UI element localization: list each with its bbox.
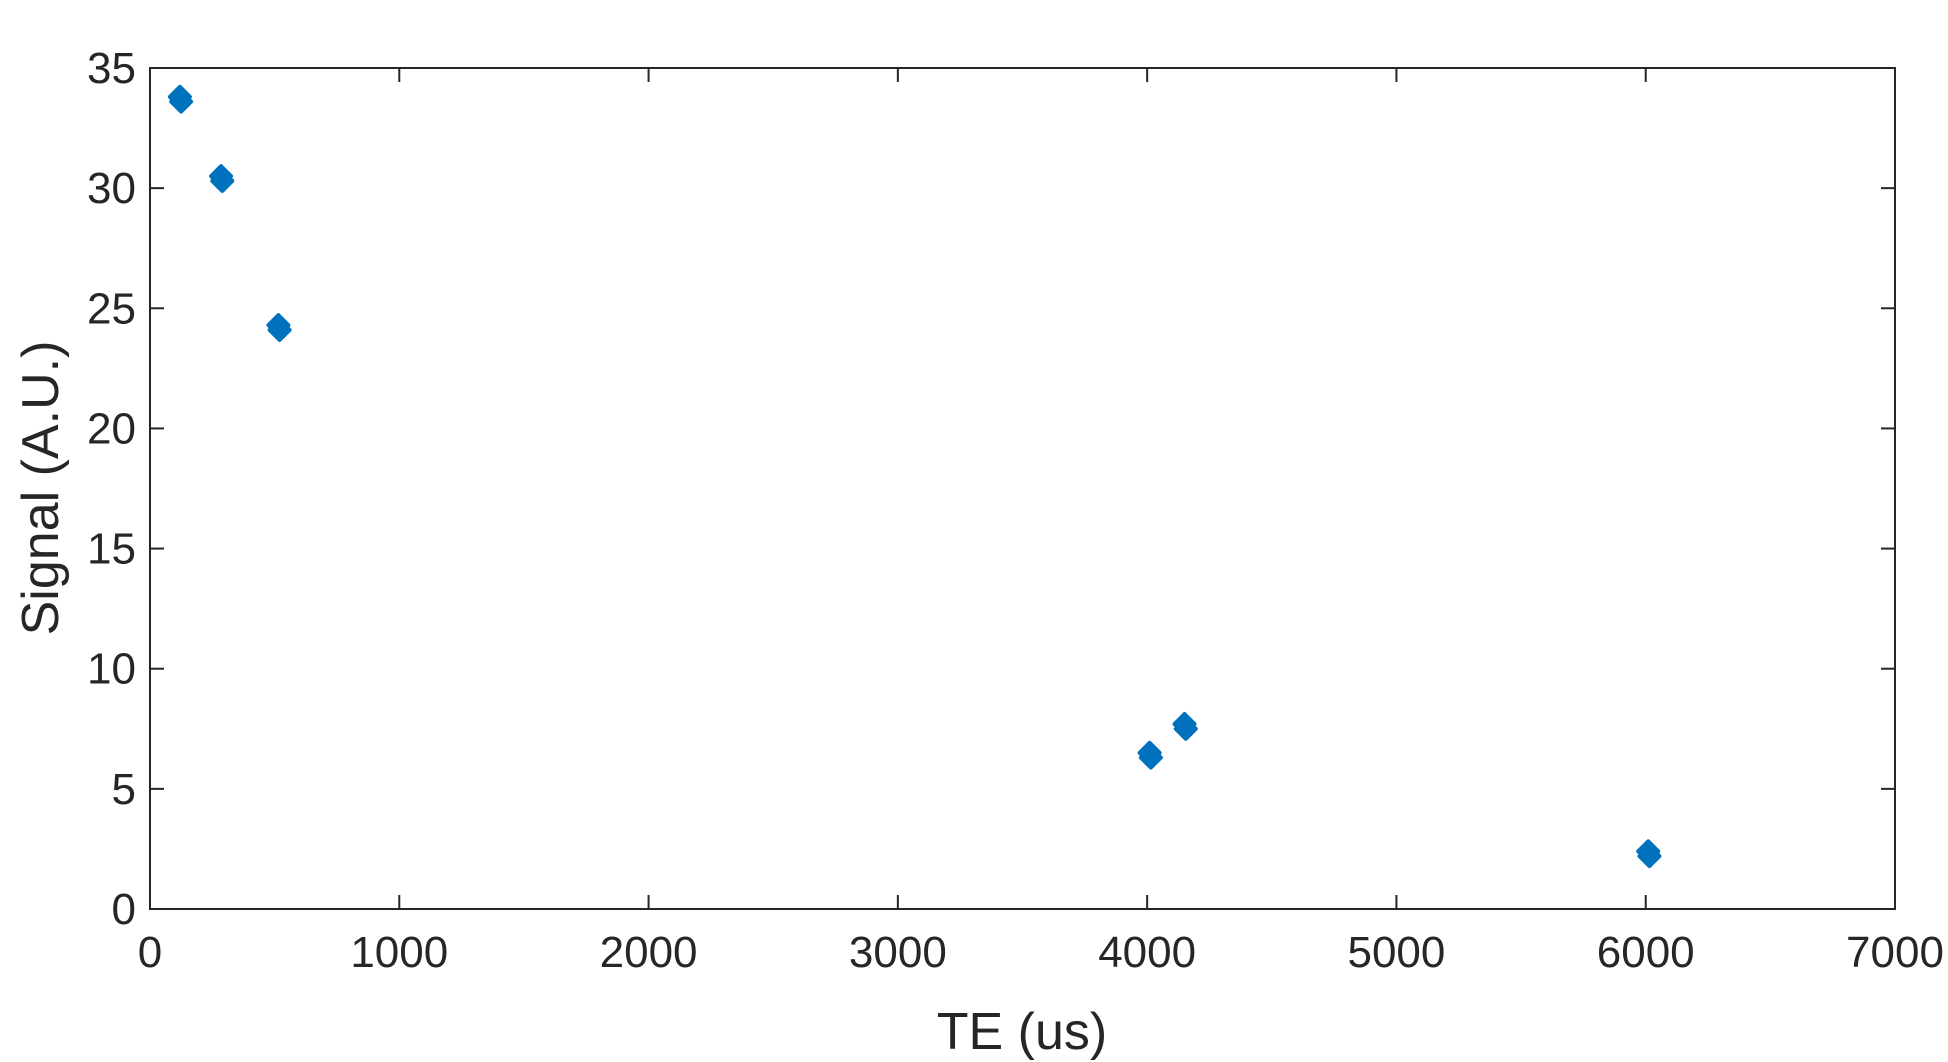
x-tick-label: 0 (138, 928, 162, 977)
data-points (167, 84, 1662, 869)
data-point (210, 168, 235, 193)
x-tick-label: 2000 (600, 928, 698, 977)
data-point (1637, 844, 1662, 869)
y-axis-label: Signal (A.U.) (12, 341, 70, 636)
x-tick-label: 7000 (1846, 928, 1944, 977)
x-tick-labels: 0 1000 2000 3000 4000 5000 6000 7000 (138, 928, 1944, 977)
plot-frame (149, 67, 1896, 910)
x-tick-label: 6000 (1597, 928, 1695, 977)
x-tick-label: 5000 (1347, 928, 1445, 977)
data-point (1138, 745, 1163, 770)
x-tick-label: 3000 (849, 928, 947, 977)
y-tick-label: 15 (87, 525, 136, 574)
y-tick-labels: 0 5 10 15 20 25 30 35 (87, 44, 136, 934)
y-tick-label: 20 (87, 404, 136, 453)
y-tick-label: 5 (112, 765, 136, 814)
tick-marks (149, 67, 1896, 910)
y-tick-label: 30 (87, 164, 136, 213)
y-tick-label: 0 (112, 885, 136, 934)
y-tick-label: 10 (87, 645, 136, 694)
x-tick-label: 4000 (1098, 928, 1196, 977)
data-point (267, 317, 292, 342)
x-tick-label: 1000 (350, 928, 448, 977)
y-tick-label: 35 (87, 44, 136, 93)
x-axis-label: TE (us) (937, 1003, 1107, 1061)
data-point (169, 89, 194, 114)
y-tick-label: 25 (87, 284, 136, 333)
data-point (1173, 716, 1198, 741)
